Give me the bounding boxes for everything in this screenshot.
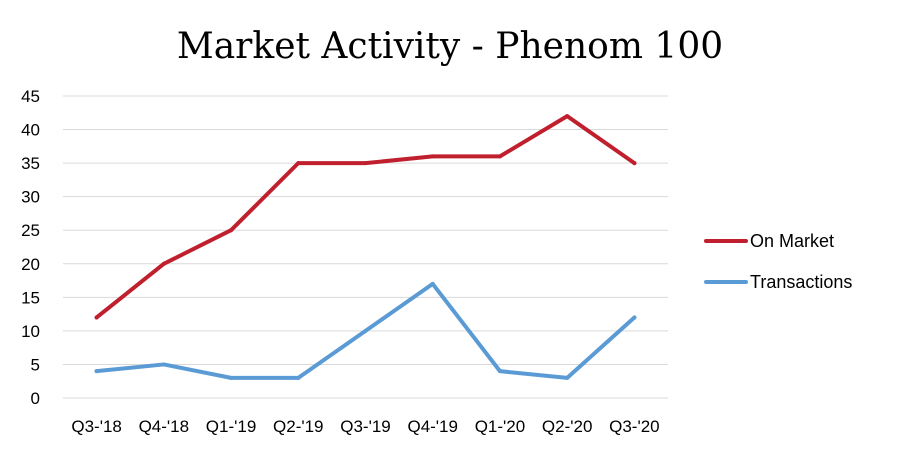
series-lines bbox=[94, 114, 637, 380]
data-point bbox=[229, 228, 234, 233]
data-point bbox=[94, 315, 99, 320]
x-tick-label: Q2-'19 bbox=[273, 417, 324, 436]
data-point bbox=[94, 369, 99, 374]
y-tick-label: 45 bbox=[21, 87, 40, 106]
x-tick-label: Q4-'18 bbox=[139, 417, 190, 436]
y-tick-label: 35 bbox=[21, 154, 40, 173]
y-tick-label: 20 bbox=[21, 255, 40, 274]
x-tick-label: Q1-'20 bbox=[475, 417, 526, 436]
legend: On Market Transactions bbox=[704, 231, 852, 292]
data-point bbox=[161, 362, 166, 367]
data-point bbox=[296, 375, 301, 380]
data-point bbox=[430, 281, 435, 286]
y-tick-label: 5 bbox=[31, 355, 40, 374]
data-point bbox=[363, 161, 368, 166]
gridlines bbox=[63, 95, 668, 399]
data-point bbox=[161, 261, 166, 266]
x-tick-label: Q1-'19 bbox=[206, 417, 257, 436]
x-tick-label: Q3-'20 bbox=[609, 417, 660, 436]
data-point bbox=[565, 375, 570, 380]
data-point bbox=[565, 114, 570, 119]
data-point bbox=[229, 375, 234, 380]
legend-label: Transactions bbox=[750, 272, 852, 292]
y-tick-label: 15 bbox=[21, 288, 40, 307]
x-tick-label: Q2-'20 bbox=[542, 417, 593, 436]
y-axis-ticks: 0 5 10 15 20 25 30 35 40 45 bbox=[21, 87, 40, 408]
x-tick-label: Q3-'18 bbox=[71, 417, 122, 436]
x-tick-label: Q4-'19 bbox=[407, 417, 458, 436]
data-point bbox=[497, 154, 502, 159]
x-tick-label: Q3-'19 bbox=[340, 417, 391, 436]
x-axis-ticks: Q3-'18 Q4-'18 Q1-'19 Q2-'19 Q3-'19 Q4-'19 Q1-'… bbox=[71, 417, 659, 436]
y-tick-label: 40 bbox=[21, 121, 40, 140]
y-tick-label: 0 bbox=[31, 389, 40, 408]
data-point bbox=[296, 161, 301, 166]
data-point bbox=[430, 154, 435, 159]
data-point bbox=[497, 369, 502, 374]
y-tick-label: 25 bbox=[21, 221, 40, 240]
data-point bbox=[632, 161, 637, 166]
y-tick-label: 30 bbox=[21, 188, 40, 207]
data-point bbox=[363, 328, 368, 333]
chart-title: Market Activity - Phenom 100 bbox=[177, 26, 723, 67]
legend-label: On Market bbox=[750, 231, 834, 251]
data-point bbox=[632, 315, 637, 320]
series-line-0 bbox=[94, 114, 637, 320]
y-tick-label: 10 bbox=[21, 322, 40, 341]
